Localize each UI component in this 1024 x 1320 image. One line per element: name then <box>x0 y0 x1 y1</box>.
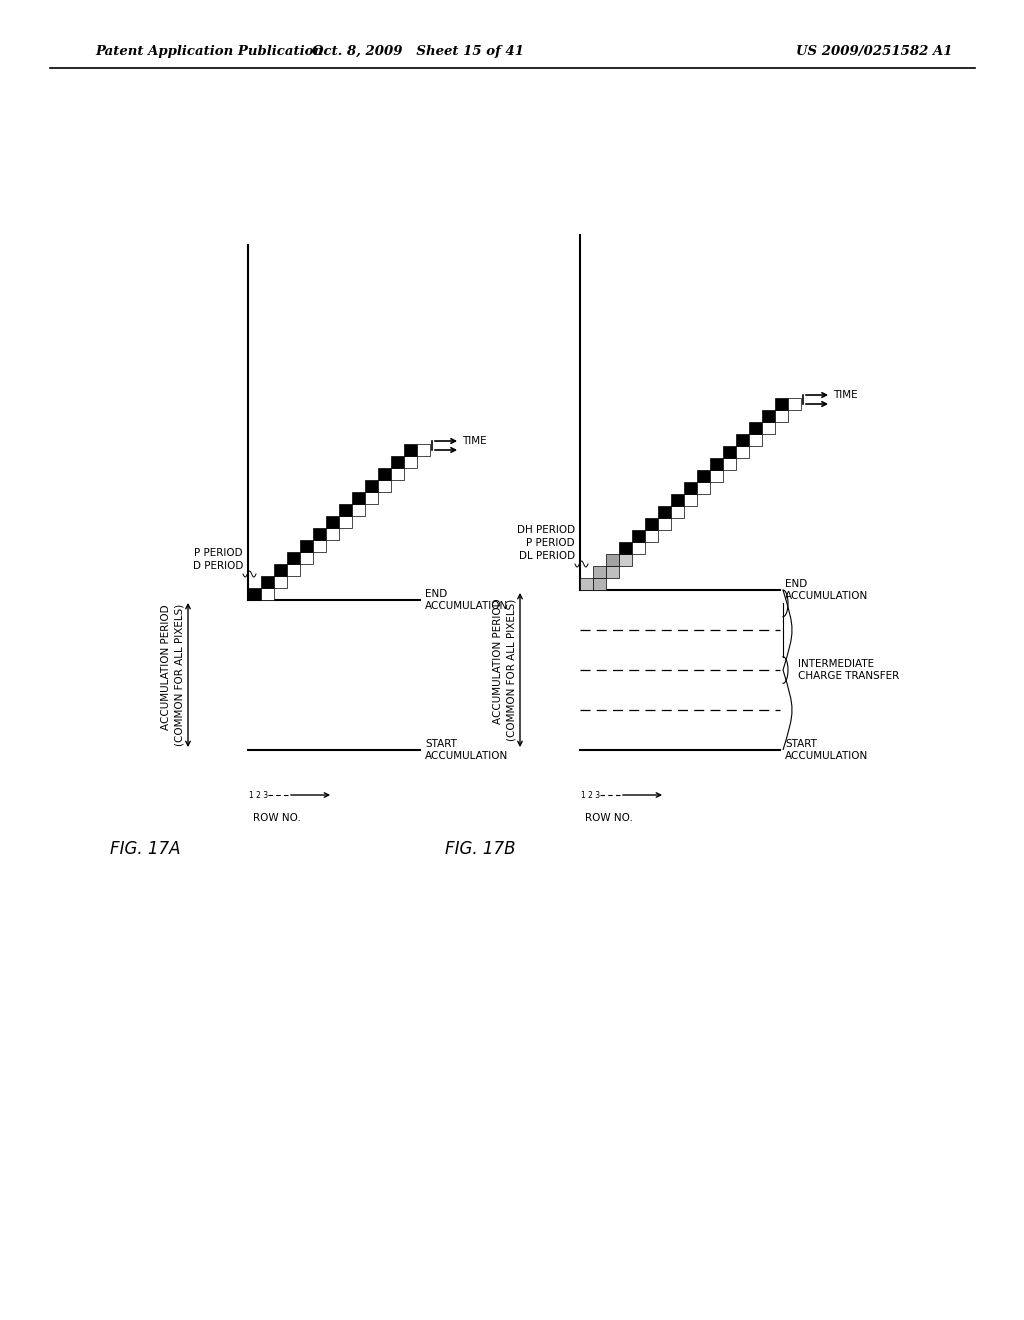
Text: END
ACCUMULATION: END ACCUMULATION <box>785 578 868 601</box>
Bar <box>671 494 684 506</box>
Bar <box>749 422 762 434</box>
Text: 1 2 3: 1 2 3 <box>249 791 268 800</box>
Bar <box>261 587 274 601</box>
Text: START
ACCUMULATION: START ACCUMULATION <box>785 739 868 762</box>
Bar <box>300 540 313 552</box>
Bar <box>723 458 736 470</box>
Bar <box>788 399 801 411</box>
Bar <box>736 446 749 458</box>
Bar <box>684 482 697 494</box>
Bar <box>775 411 788 422</box>
Bar <box>606 566 618 578</box>
Bar <box>326 516 339 528</box>
Bar <box>658 506 671 517</box>
Bar <box>645 531 658 543</box>
Bar <box>618 554 632 566</box>
Bar <box>593 578 606 590</box>
Bar <box>697 482 710 494</box>
Bar <box>287 564 300 576</box>
Text: END
ACCUMULATION: END ACCUMULATION <box>425 589 508 611</box>
Text: Patent Application Publication: Patent Application Publication <box>95 45 324 58</box>
Bar <box>365 492 378 504</box>
Bar <box>274 564 287 576</box>
Bar <box>417 444 430 455</box>
Bar <box>697 470 710 482</box>
Bar <box>658 517 671 531</box>
Bar <box>391 469 404 480</box>
Bar <box>378 469 391 480</box>
Bar <box>749 434 762 446</box>
Bar <box>391 455 404 469</box>
Bar <box>580 578 593 590</box>
Text: FIG. 17B: FIG. 17B <box>445 840 515 858</box>
Bar <box>352 492 365 504</box>
Text: ROW NO.: ROW NO. <box>585 813 633 822</box>
Bar <box>365 480 378 492</box>
Bar <box>606 554 618 566</box>
Bar <box>404 455 417 469</box>
Bar <box>339 504 352 516</box>
Text: US 2009/0251582 A1: US 2009/0251582 A1 <box>796 45 952 58</box>
Bar <box>300 552 313 564</box>
Bar <box>736 434 749 446</box>
Text: START
ACCUMULATION: START ACCUMULATION <box>425 739 508 762</box>
Bar <box>593 566 606 578</box>
Text: INTERMEDIATE
CHARGE TRANSFER: INTERMEDIATE CHARGE TRANSFER <box>798 659 899 681</box>
Text: ACCUMULATION PERIOD
(COMMON FOR ALL PIXELS): ACCUMULATION PERIOD (COMMON FOR ALL PIXE… <box>161 603 184 746</box>
Bar <box>762 411 775 422</box>
Bar <box>261 576 274 587</box>
Bar <box>339 516 352 528</box>
Text: TIME: TIME <box>833 389 858 400</box>
Bar <box>775 399 788 411</box>
Bar <box>684 494 697 506</box>
Text: ACCUMULATION PERIOD
(COMMON FOR ALL PIXELS): ACCUMULATION PERIOD (COMMON FOR ALL PIXE… <box>493 599 516 741</box>
Bar <box>274 576 287 587</box>
Text: P PERIOD
D PERIOD: P PERIOD D PERIOD <box>193 548 243 572</box>
Bar <box>710 470 723 482</box>
Bar <box>326 528 339 540</box>
Bar <box>287 552 300 564</box>
Bar <box>352 504 365 516</box>
Bar <box>762 422 775 434</box>
Bar <box>248 587 261 601</box>
Text: 1 2 3: 1 2 3 <box>581 791 600 800</box>
Text: TIME: TIME <box>462 436 486 446</box>
Text: Oct. 8, 2009   Sheet 15 of 41: Oct. 8, 2009 Sheet 15 of 41 <box>312 45 524 58</box>
Bar <box>313 528 326 540</box>
Bar <box>710 458 723 470</box>
Text: FIG. 17A: FIG. 17A <box>110 840 180 858</box>
Bar <box>632 531 645 543</box>
Text: ROW NO.: ROW NO. <box>253 813 301 822</box>
Bar <box>378 480 391 492</box>
Bar <box>671 506 684 517</box>
Bar <box>313 540 326 552</box>
Bar <box>618 543 632 554</box>
Text: DH PERIOD
P PERIOD
DL PERIOD: DH PERIOD P PERIOD DL PERIOD <box>517 525 575 561</box>
Bar <box>645 517 658 531</box>
Bar <box>404 444 417 455</box>
Bar <box>723 446 736 458</box>
Bar <box>632 543 645 554</box>
